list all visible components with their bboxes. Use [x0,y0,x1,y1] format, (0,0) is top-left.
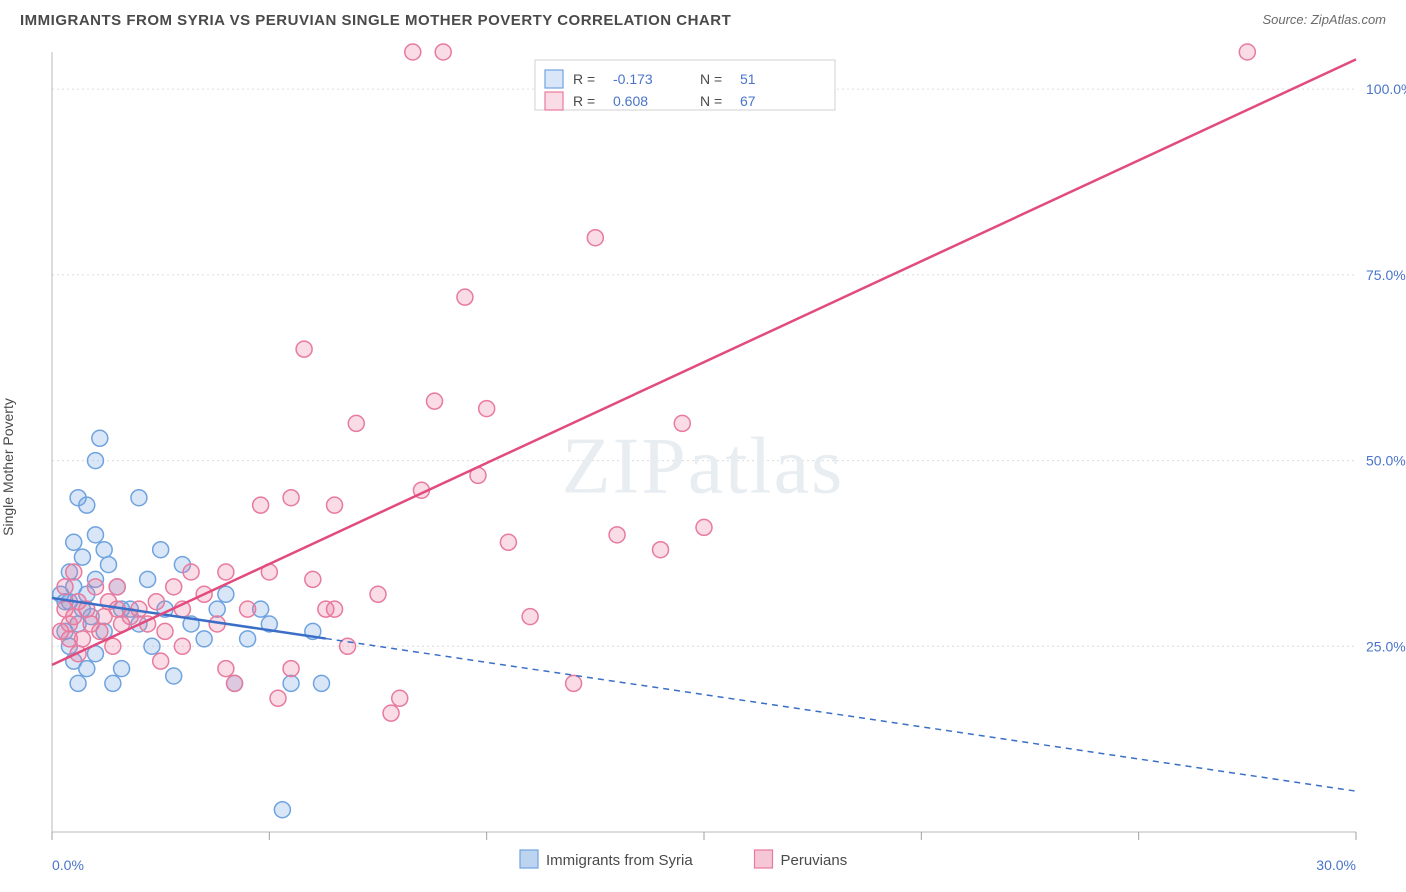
data-point [131,490,147,506]
data-point [101,557,117,573]
data-point [61,631,77,647]
series-label: Peruvians [781,852,848,869]
data-point [92,623,108,639]
legend-r-value: 0.608 [613,93,648,109]
legend-r-label: R = [573,71,595,87]
y-axis-label: Single Mother Poverty [0,398,16,536]
regression-line [52,59,1356,664]
regression-line-ext [326,639,1356,792]
data-point [87,527,103,543]
legend-n-label: N = [700,71,722,87]
chart-container: Single Mother Poverty ZIPatlas 25.0%50.0… [0,42,1406,892]
legend-r-value: -0.173 [613,71,653,87]
data-point [109,579,125,595]
data-point [96,542,112,558]
data-point [383,705,399,721]
data-point [74,549,90,565]
data-point [66,534,82,550]
legend-swatch [545,92,563,110]
data-point [653,542,669,558]
data-point [92,430,108,446]
data-point [240,601,256,617]
legend-n-value: 67 [740,93,756,109]
y-tick-label: 50.0% [1366,453,1406,469]
data-point [566,675,582,691]
data-point [253,497,269,513]
data-point [183,564,199,580]
data-point [87,579,103,595]
data-point [240,631,256,647]
data-point [153,653,169,669]
data-point [209,601,225,617]
data-point [79,497,95,513]
data-point [609,527,625,543]
data-point [283,490,299,506]
data-point [327,601,343,617]
series-swatch [755,850,773,868]
x-tick-label: 0.0% [52,857,84,873]
y-tick-label: 75.0% [1366,267,1406,283]
legend-swatch [545,70,563,88]
legend-r-label: R = [573,93,595,109]
source-label: Source: ZipAtlas.com [1262,12,1386,27]
data-point [305,571,321,587]
data-point [313,675,329,691]
data-point [66,564,82,580]
data-point [79,661,95,677]
data-point [270,690,286,706]
data-point [227,675,243,691]
data-point [70,675,86,691]
data-point [218,661,234,677]
data-point [114,661,130,677]
data-point [370,586,386,602]
data-point [196,631,212,647]
y-tick-label: 100.0% [1366,81,1406,97]
data-point [218,564,234,580]
data-point [1239,44,1255,60]
series-label: Immigrants from Syria [546,852,693,869]
data-point [392,690,408,706]
data-point [57,579,73,595]
y-tick-label: 25.0% [1366,638,1406,654]
data-point [457,289,473,305]
data-point [166,579,182,595]
scatter-chart: 25.0% 50.0% 75.0% 100.0% 0.0% 30.0% R = -0.173 N… [0,42,1406,892]
data-point [174,638,190,654]
data-point [157,623,173,639]
series-swatch [520,850,538,868]
data-point [522,609,538,625]
x-tick-label: 30.0% [1316,857,1356,873]
data-point [105,675,121,691]
data-point [153,542,169,558]
data-point [427,393,443,409]
title-bar: IMMIGRANTS FROM SYRIA VS PERUVIAN SINGLE… [0,0,1406,37]
data-point [348,415,364,431]
data-point [283,675,299,691]
data-point [587,230,603,246]
data-point [166,668,182,684]
data-point [140,571,156,587]
data-point [274,802,290,818]
data-point [144,638,160,654]
legend-n-value: 51 [740,71,756,87]
data-point [500,534,516,550]
data-point [327,497,343,513]
legend-n-label: N = [700,93,722,109]
data-point [283,661,299,677]
data-point [405,44,421,60]
data-point [296,341,312,357]
data-point [696,519,712,535]
data-point [218,586,234,602]
chart-title: IMMIGRANTS FROM SYRIA VS PERUVIAN SINGLE… [20,12,731,29]
data-point [148,594,164,610]
data-point [435,44,451,60]
data-point [87,453,103,469]
data-point [674,415,690,431]
data-point [105,638,121,654]
data-point [479,401,495,417]
